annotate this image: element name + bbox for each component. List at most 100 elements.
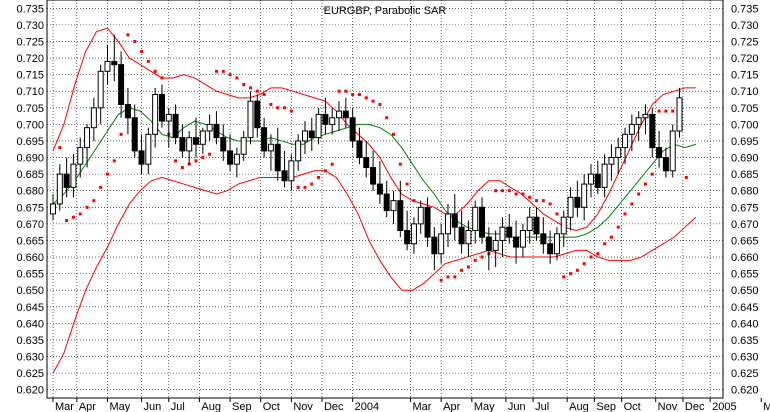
x-tick-label: Jul — [171, 401, 185, 412]
candle-body — [485, 236, 492, 251]
sar-dot — [589, 255, 593, 259]
candle-body — [247, 100, 254, 139]
candle-body — [322, 113, 329, 125]
x-tick-label: Jun — [144, 401, 162, 412]
candle-body — [615, 147, 622, 159]
y-tick-label: 0.715 — [731, 70, 759, 82]
candle-body — [553, 233, 560, 255]
candle-body — [206, 123, 213, 132]
y-tick-label: 0.725 — [731, 36, 759, 48]
candle-body — [70, 163, 77, 188]
candle-body — [308, 130, 315, 139]
sar-dot — [351, 93, 355, 97]
sar-dot — [194, 159, 198, 163]
y-tick-label: 0.665 — [731, 235, 759, 247]
candle-body — [77, 147, 84, 165]
x-tick-label: Aug — [569, 401, 589, 412]
sar-dot — [289, 109, 293, 113]
y-tick-label: 0.730 — [731, 20, 759, 32]
candle-body — [254, 100, 261, 129]
candle-body — [336, 110, 343, 119]
candle-body — [97, 70, 104, 109]
x-tick-label: Sep — [232, 401, 252, 412]
y-tick-label: 0.720 — [16, 53, 44, 65]
y-tick-label: 0.660 — [16, 252, 44, 264]
candle-body — [274, 143, 281, 172]
candle-body — [506, 226, 513, 238]
sar-dot — [276, 106, 280, 110]
candle-body — [608, 157, 615, 165]
x-tick-label: Mar — [413, 401, 432, 412]
candle-body — [547, 243, 554, 255]
sar-dot — [140, 49, 144, 53]
candle-body — [56, 173, 63, 205]
candle-body — [669, 130, 676, 172]
sar-dot — [126, 33, 130, 37]
sar-dot — [596, 252, 600, 256]
x-tick-label: 2005 — [712, 401, 736, 412]
y-axis-right: 0.735 0.730 0.725 0.720 0.715 0.710 0.705 0.700… — [731, 3, 759, 396]
bollinger-bands — [52, 27, 697, 374]
sar-dot — [569, 272, 573, 276]
sar-dot — [160, 76, 164, 80]
candle-body — [118, 64, 125, 105]
x-tick-label: May — [474, 401, 495, 412]
y-tick-label: 0.670 — [16, 219, 44, 231]
sar-dot — [385, 116, 389, 120]
candle-body — [533, 216, 540, 235]
y-tick-label: 0.650 — [731, 285, 759, 297]
sar-dot — [248, 86, 252, 90]
sar-dot — [228, 73, 232, 77]
candle-body — [90, 107, 97, 129]
x-tick-label: May — [109, 401, 130, 412]
candle-body — [404, 230, 411, 245]
sar-dot — [344, 89, 348, 93]
sar-dot — [412, 199, 416, 203]
sar-dot — [99, 185, 103, 189]
sar-dot — [112, 159, 116, 163]
y-tick-label: 0.675 — [16, 202, 44, 214]
sar-dot — [643, 182, 647, 186]
sar-dot — [521, 192, 525, 196]
candle-body — [458, 226, 465, 245]
candle-body — [540, 233, 547, 245]
y-tick-label: 0.660 — [731, 252, 759, 264]
candle-body — [281, 170, 288, 182]
sar-dot — [623, 212, 627, 216]
candle-body — [138, 150, 145, 165]
y-axis-left: 0.735 0.730 0.725 0.720 0.715 0.710 0.705 0.700… — [16, 3, 44, 396]
sar-dot — [214, 69, 218, 73]
y-tick-label: 0.625 — [16, 368, 44, 380]
candle-body — [410, 223, 417, 245]
x-tick-label: Dec — [685, 401, 705, 412]
candle-body — [465, 230, 472, 245]
candle-body — [587, 173, 594, 185]
candle-body — [581, 183, 588, 208]
candle-body — [472, 206, 479, 232]
sar-dot — [58, 146, 62, 150]
bollinger-upper — [52, 27, 696, 232]
sar-dot — [221, 69, 225, 73]
sar-dot — [609, 235, 613, 239]
sar-dot — [255, 89, 259, 93]
candle-body — [662, 157, 669, 172]
y-tick-label: 0.645 — [16, 302, 44, 314]
candle-body — [84, 127, 91, 149]
candle-body — [288, 160, 295, 182]
y-tick-label: 0.630 — [16, 352, 44, 364]
y-tick-label: 0.655 — [16, 269, 44, 281]
sar-dot — [603, 242, 607, 246]
y-tick-label: 0.710 — [731, 86, 759, 98]
sar-dot — [446, 275, 450, 279]
candle-body — [63, 173, 70, 188]
sar-dot — [548, 202, 552, 206]
candle-body — [213, 123, 220, 139]
sar-dot — [616, 225, 620, 229]
candle-body — [601, 163, 608, 188]
candle-body — [370, 166, 377, 185]
candle-body — [526, 216, 533, 232]
y-tick-label: 0.705 — [731, 103, 759, 115]
sar-dot — [283, 106, 287, 110]
sar-dot — [65, 219, 69, 223]
x-tick-label: Mar — [55, 401, 74, 412]
